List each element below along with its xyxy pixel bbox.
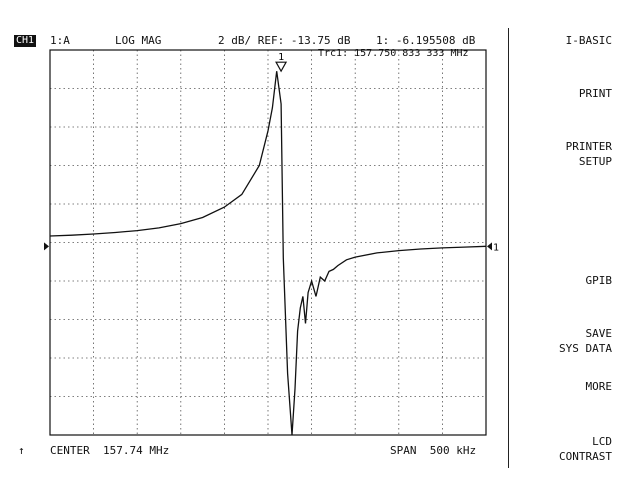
graticule-border bbox=[49, 49, 487, 436]
marker-1: 1 bbox=[275, 52, 288, 73]
trace-line bbox=[49, 71, 487, 436]
graticule-grid bbox=[50, 50, 486, 435]
marker-1-triangle bbox=[275, 61, 288, 73]
format-label: LOG MAG bbox=[115, 34, 162, 47]
reference-label: 1 bbox=[493, 242, 499, 253]
softkey-gpib[interactable]: GPIB bbox=[585, 274, 613, 287]
trace-id: 1:A bbox=[50, 34, 70, 47]
reference-arrow-right bbox=[487, 242, 492, 251]
softkey-save-sys-data[interactable]: SAVE SYS DATA bbox=[559, 327, 612, 355]
marker-frequency-readout: Trc1: 157.750 833 333 MHz bbox=[318, 48, 469, 59]
softkey-i-basic[interactable]: I-BASIC bbox=[565, 34, 612, 47]
span-frequency: SPAN 500 kHz bbox=[390, 444, 477, 457]
marker-value-readout: 1: -6.195508 dB bbox=[376, 34, 476, 47]
channel-badge: CH1 bbox=[14, 35, 36, 47]
softkey-more[interactable]: MORE bbox=[585, 380, 613, 393]
scale-ref-readout: 2 dB/ REF: -13.75 dB bbox=[218, 34, 351, 47]
softkey-print[interactable]: PRINT bbox=[578, 87, 612, 100]
center-frequency: CENTER 157.74 MHz bbox=[50, 444, 170, 457]
softkey-lcd-contrast[interactable]: LCD CONTRAST bbox=[559, 435, 612, 463]
softkey-printer-setup[interactable]: PRINTER SETUP bbox=[565, 140, 612, 168]
marker-1-label: 1 bbox=[278, 52, 284, 63]
softkey-divider bbox=[508, 28, 509, 468]
reference-arrow-left bbox=[44, 242, 49, 251]
up-arrow-icon: ↑ bbox=[18, 444, 25, 457]
